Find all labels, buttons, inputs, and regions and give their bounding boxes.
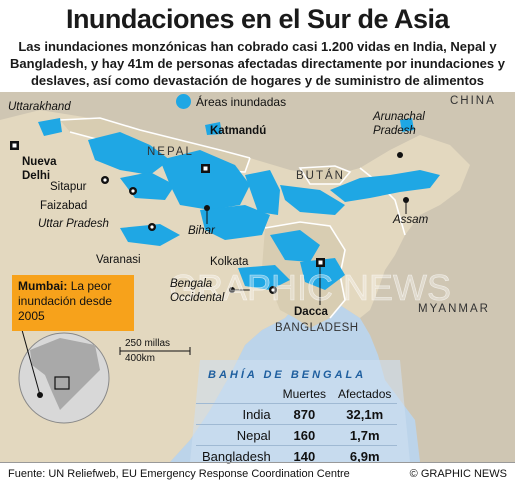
- label-dacca: Dacca: [294, 306, 328, 318]
- flood-area: [120, 224, 180, 246]
- capital-marker-inner: [12, 143, 17, 148]
- flood-area: [38, 118, 62, 136]
- land-bhutan: [300, 166, 350, 184]
- table-row: Bangladesh 140 6,9m: [196, 445, 398, 466]
- city-dot-inner: [103, 178, 107, 182]
- mumbai-note: Mumbai: La peor inundación desde 2005: [12, 275, 134, 331]
- label-kolkata: Kolkata: [210, 256, 249, 268]
- row-country: Nepal: [196, 424, 277, 446]
- legend-swatch: [176, 94, 191, 109]
- label-bihar: Bihar: [188, 225, 215, 237]
- label-sitapur: Sitapur: [50, 181, 87, 193]
- flood-areas: [38, 118, 440, 290]
- table-corner: [196, 385, 277, 404]
- flood-area: [245, 170, 280, 215]
- label-arunachal: Arunachal Pradesh: [373, 111, 425, 137]
- country-bhutan: BUTÁN: [296, 170, 345, 182]
- leader-lines: [206, 200, 407, 305]
- capital-marker-inner: [318, 260, 323, 265]
- page-title: Inundaciones en el Sur de Asia: [65, 4, 450, 34]
- mumbai-note-text: La peor inundación desde 2005: [18, 279, 113, 323]
- map: GRAPHIC NEWS: [0, 92, 515, 462]
- sea-label: BAHÍA DE BENGALA: [208, 369, 367, 381]
- label-nueva-delhi: Nueva Delhi: [22, 156, 57, 182]
- row-country: India: [196, 403, 277, 425]
- scale-labels: 250 millas 400km: [125, 338, 170, 364]
- flood-area: [205, 122, 222, 135]
- row-deaths: 870: [276, 403, 333, 425]
- row-affected: 32,1m: [332, 403, 398, 425]
- scale-bar: [119, 347, 191, 355]
- label-uttar-pradesh: Uttar Pradesh: [38, 218, 109, 230]
- legend: Áreas inundadas: [176, 94, 286, 109]
- mumbai-note-title: Mumbai:: [18, 279, 68, 293]
- scale-km: 400km: [125, 353, 156, 364]
- flood-area: [238, 265, 290, 290]
- globe-inset: [18, 329, 110, 424]
- flood-area: [300, 258, 345, 290]
- source-text: Fuente: UN Reliefweb, EU Emergency Respo…: [8, 468, 350, 480]
- flood-area: [330, 170, 440, 202]
- credit-text: © GRAPHIC NEWS: [409, 468, 507, 480]
- legend-label: Áreas inundadas: [196, 94, 287, 109]
- flood-area: [200, 205, 270, 240]
- watermark: GRAPHIC NEWS: [169, 267, 451, 308]
- flood-area: [280, 185, 345, 215]
- casualty-table: Muertes Afectados India 870 32,1m Nepal …: [196, 385, 398, 466]
- row-affected: 6,9m: [332, 445, 398, 466]
- scale-miles: 250 millas: [125, 338, 171, 349]
- flood-area: [400, 118, 414, 132]
- flood-area: [88, 132, 170, 175]
- row-country: Bangladesh: [196, 445, 277, 466]
- label-katmandu: Katmandú: [210, 125, 267, 137]
- row-affected: 1,7m: [332, 424, 398, 446]
- label-varanasi: Varanasi: [96, 254, 141, 266]
- row-deaths: 140: [276, 445, 333, 466]
- city-dot: [397, 152, 403, 158]
- flood-area: [270, 230, 320, 262]
- label-uttarakhand: Uttarakhand: [8, 101, 71, 113]
- label-assam: Assam: [393, 214, 429, 226]
- country-bangladesh: BANGLADESH: [275, 322, 359, 334]
- label-faizabad: Faizabad: [40, 200, 88, 212]
- country-nepal: NEPAL: [147, 146, 194, 158]
- country-myanmar: MYANMAR: [418, 303, 490, 315]
- capital-marker-inner: [203, 166, 208, 171]
- subtitle: Las inundaciones monzónicas han cobrado …: [10, 39, 505, 88]
- header-deaths: Muertes: [282, 387, 327, 401]
- footer: Fuente: UN Reliefweb, EU Emergency Respo…: [0, 462, 515, 489]
- city-dot-inner: [271, 288, 275, 292]
- row-deaths: 160: [276, 424, 333, 446]
- city-dot-inner: [131, 189, 135, 193]
- header-affected: Afectados: [338, 387, 392, 401]
- country-china: CHINA: [450, 95, 496, 107]
- flood-area: [160, 150, 250, 210]
- city-dot-inner: [150, 225, 154, 229]
- table-row: Nepal 160 1,7m: [196, 424, 398, 446]
- label-bengala-occidental: Bengala Occidental: [170, 278, 225, 304]
- table-row: India 870 32,1m: [196, 403, 398, 425]
